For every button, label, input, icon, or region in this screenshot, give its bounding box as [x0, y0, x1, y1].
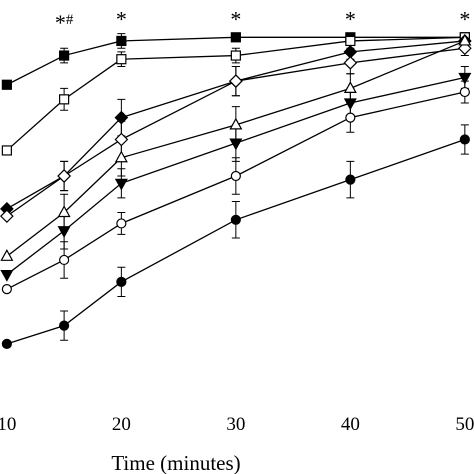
x-tick-label: 10 [0, 414, 16, 435]
annotation: * [116, 6, 127, 31]
data-point [345, 112, 356, 123]
data-point [59, 50, 70, 61]
data-point [116, 54, 127, 65]
data-point [230, 32, 241, 43]
series-line [6, 138, 466, 345]
data-point [1, 79, 12, 90]
data-point [458, 72, 472, 85]
annotation: *# [55, 10, 74, 35]
series-line [6, 36, 465, 151]
data-point [230, 214, 241, 225]
series-line [6, 76, 465, 276]
data-point [0, 249, 14, 261]
x-tick-label: 40 [341, 414, 360, 435]
data-point [0, 269, 14, 282]
annotation-text: * [230, 6, 241, 31]
data-point [57, 226, 71, 238]
data-point [1, 145, 12, 156]
data-point [116, 35, 127, 47]
data-point [57, 169, 71, 183]
data-point [1, 284, 12, 295]
series-line [6, 91, 465, 290]
annotation-text: * [345, 6, 356, 31]
x-tick-label: 30 [226, 414, 245, 435]
annotation-sup: # [66, 12, 74, 28]
data-point [114, 150, 128, 163]
annotation-text: * [459, 6, 470, 31]
data-point [343, 56, 358, 70]
series-line [6, 40, 465, 210]
annotation: * [345, 6, 356, 31]
x-axis-label: Time (minutes) [111, 451, 240, 474]
data-point [229, 74, 243, 88]
data-point [459, 134, 470, 145]
data-point [59, 254, 70, 266]
data-point [114, 178, 128, 191]
series-line [6, 47, 465, 217]
data-point [114, 132, 129, 147]
data-point [459, 86, 470, 98]
data-point [458, 33, 472, 46]
data-point [230, 50, 241, 61]
x-tick-label: 20 [112, 414, 131, 435]
data-point [1, 338, 12, 349]
data-point [229, 117, 243, 130]
data-point [116, 218, 127, 229]
data-point [345, 174, 356, 185]
annotation-text: * [55, 10, 66, 35]
series-line [6, 40, 466, 257]
data-point [343, 98, 357, 111]
data-point [57, 205, 71, 218]
x-tick-label: 50 [455, 414, 474, 435]
data-point [114, 110, 129, 125]
series-line [6, 36, 465, 86]
data-point [230, 170, 241, 182]
data-point [345, 35, 356, 47]
data-point [229, 138, 243, 151]
data-point [0, 209, 14, 223]
data-point [59, 94, 70, 105]
annotation: * [230, 6, 241, 31]
annotation-text: * [116, 6, 127, 31]
annotation: * [459, 6, 470, 31]
data-point [343, 81, 357, 94]
data-point [59, 320, 70, 331]
data-point [116, 276, 127, 287]
